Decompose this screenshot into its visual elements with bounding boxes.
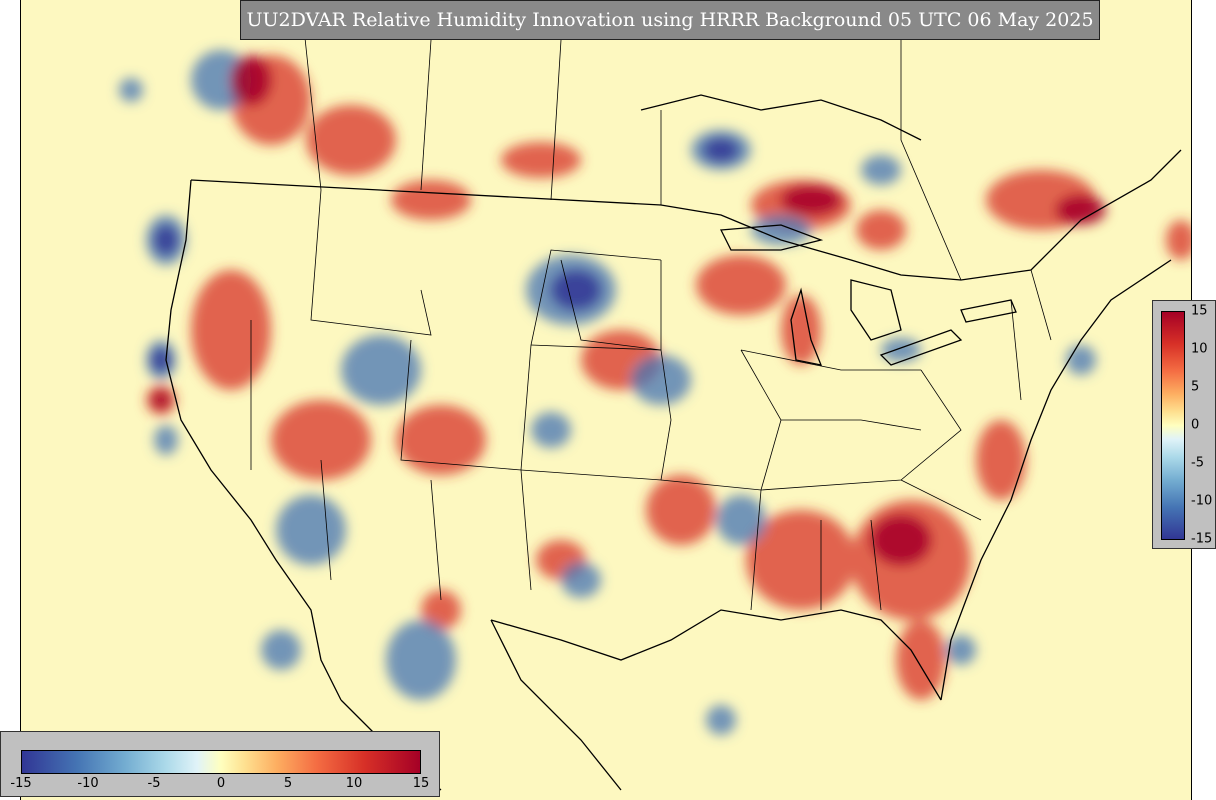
pacific-coastline [165, 179, 342, 701]
horizontal-colorbar-tick: -15 [10, 776, 32, 791]
great-lake-huron [850, 279, 902, 341]
vertical-colorbar: 15 10 5 0 -5 -10 -15 [1152, 300, 1216, 549]
horizontal-colorbar: -15 -10 -5 0 5 10 15 [0, 731, 440, 797]
map-title-box: UU2DVAR Relative Humidity Innovation usi… [240, 0, 1100, 40]
vertical-colorbar-tick: -5 [1191, 455, 1204, 471]
strong-positive-areas [151, 55, 1106, 565]
vertical-colorbar-tick: -10 [1191, 493, 1213, 509]
horizontal-colorbar-tick: 5 [283, 776, 293, 791]
coastlines-and-borders [165, 94, 1182, 791]
mexico-gulf-coastline [490, 619, 622, 791]
state-boundaries [250, 189, 1052, 611]
positive-innovation-areas [146, 55, 1191, 700]
strong-negative-areas [151, 138, 739, 372]
ocean-background [21, 0, 1191, 800]
horizontal-colorbar-tick: -10 [77, 776, 99, 791]
map-title: UU2DVAR Relative Humidity Innovation usi… [246, 9, 1094, 31]
us-canada-border [190, 149, 1182, 281]
horizontal-colorbar-tick: 15 [412, 776, 430, 791]
innovation-field [119, 50, 1191, 735]
horizontal-colorbar-tick: 10 [345, 776, 363, 791]
great-lake-erie [879, 329, 963, 366]
great-lake-superior [719, 224, 824, 251]
horizontal-colorbar-gradient [21, 750, 421, 774]
vertical-colorbar-gradient [1161, 311, 1185, 540]
vertical-colorbar-tick: 0 [1191, 417, 1200, 433]
great-lake-ontario [960, 299, 1017, 323]
atlantic-coastline [940, 259, 1172, 701]
vertical-colorbar-tick: -15 [1191, 531, 1213, 547]
map-panel [20, 0, 1192, 800]
vertical-colorbar-tick: 15 [1191, 303, 1208, 319]
gulf-coastline [490, 609, 942, 701]
vertical-colorbar-tick: 10 [1191, 341, 1208, 357]
horizontal-colorbar-tick: -5 [147, 776, 161, 791]
hudson-bay-coast [640, 94, 922, 141]
vertical-colorbar-tick: 5 [1191, 379, 1200, 395]
great-lake-michigan [790, 287, 823, 366]
negative-innovation-areas [119, 50, 1096, 735]
horizontal-colorbar-tick: 0 [216, 776, 226, 791]
humidity-innovation-map [21, 0, 1191, 800]
